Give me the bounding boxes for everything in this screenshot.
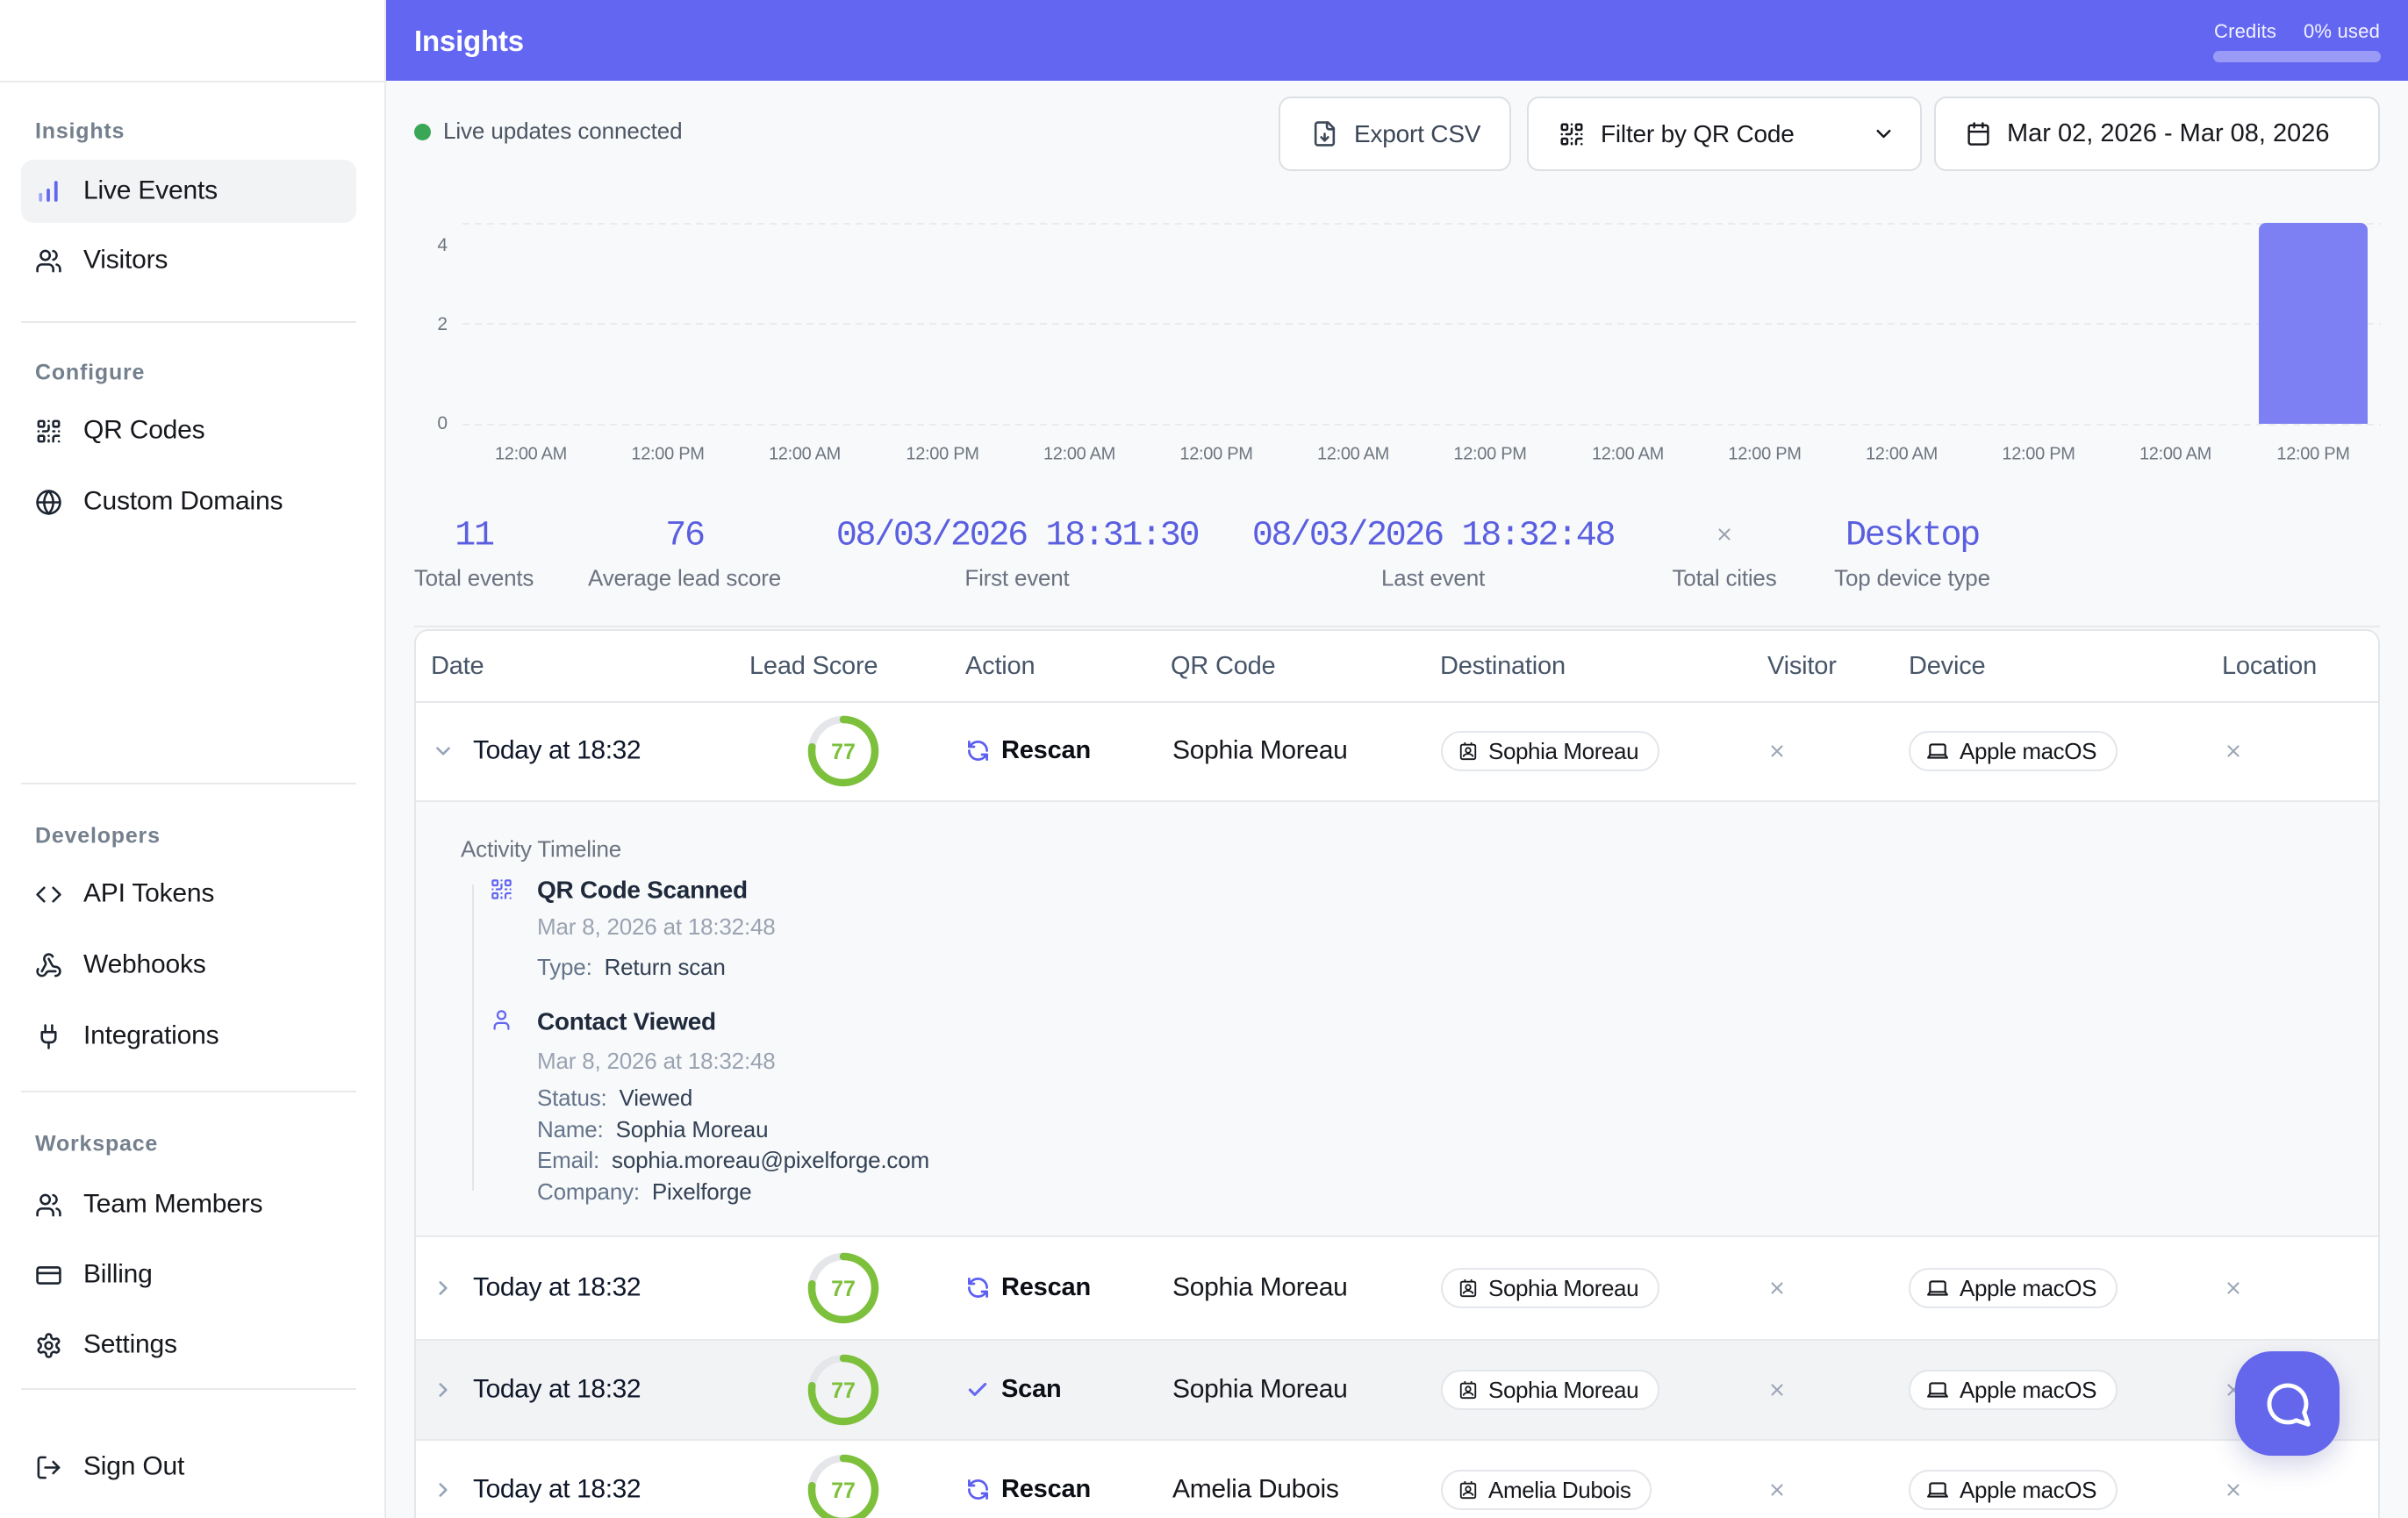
svg-text:77: 77 bbox=[831, 1378, 856, 1403]
svg-text:77: 77 bbox=[831, 1479, 856, 1503]
svg-text:77: 77 bbox=[831, 740, 856, 764]
svg-text:77: 77 bbox=[831, 1277, 856, 1301]
